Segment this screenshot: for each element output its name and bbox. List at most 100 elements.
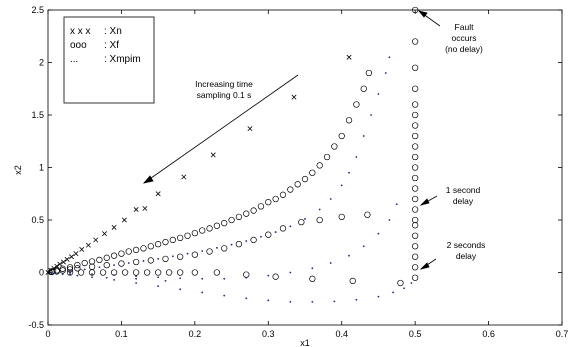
point-o: [235, 213, 243, 221]
point-o: [206, 248, 213, 255]
annotation-delay2-line1: 2 seconds: [447, 240, 486, 250]
point-dot: [69, 272, 71, 274]
point-dot: [377, 295, 380, 298]
legend-symbol-xmpim: ...: [70, 54, 78, 65]
point-o: [191, 229, 199, 237]
legend-label-xn: : Xn: [104, 26, 122, 37]
point-dot: [157, 285, 160, 288]
point-x: [133, 207, 139, 212]
point-x: [142, 205, 148, 211]
point-o: [365, 69, 373, 77]
point-dot: [329, 262, 332, 264]
point-o: [265, 198, 272, 206]
point-dot: [304, 218, 306, 220]
point-o: [99, 269, 107, 276]
point-dot: [377, 232, 380, 235]
point-dot: [164, 280, 167, 282]
y-tick-label: 2: [39, 58, 44, 68]
point-dot: [403, 287, 406, 290]
point-dot: [54, 271, 57, 273]
y-axis: -0.5 0 0.5 1 1.5 2 2.5: [28, 5, 562, 330]
annotation-delay1-line2: delay: [453, 196, 474, 206]
point-o: [140, 245, 147, 252]
legend-symbol-xf: ooo: [70, 40, 87, 51]
x-tick-label: 0: [45, 329, 50, 339]
legend-box: [63, 16, 155, 104]
point-o: [411, 253, 419, 260]
point-o: [279, 225, 287, 232]
point-o: [162, 238, 169, 246]
point-o: [309, 169, 316, 176]
point-dot: [384, 72, 387, 74]
point-o: [103, 262, 110, 269]
series-x: [45, 54, 352, 275]
point-dot: [245, 297, 248, 300]
point-o: [59, 265, 66, 272]
point-dot: [388, 219, 391, 221]
delay2-arrowhead: [419, 262, 430, 270]
x-tick-label: 0.6: [482, 329, 495, 339]
y-tick-label: 1: [39, 163, 44, 173]
point-o: [199, 227, 206, 234]
point-o: [228, 216, 235, 224]
increasing-time-arrowhead: [142, 175, 154, 184]
point-dot: [76, 274, 79, 277]
annotation-increasing-line2: sampling 0.1 s: [197, 90, 252, 100]
point-dot: [311, 267, 314, 270]
point-dot: [355, 156, 358, 158]
point-x: [121, 217, 127, 223]
point-dot: [179, 277, 182, 280]
x-axis-label: x1: [300, 338, 310, 347]
point-dot: [201, 277, 204, 280]
point-o: [345, 117, 353, 124]
point-o: [294, 181, 301, 188]
point-o: [411, 132, 419, 140]
point-dot: [348, 254, 350, 257]
point-o: [118, 260, 125, 267]
point-o: [411, 274, 419, 281]
point-dot: [223, 277, 226, 280]
point-o: [88, 258, 96, 265]
point-o: [103, 254, 110, 261]
point-o: [191, 251, 199, 258]
point-dot: [69, 270, 71, 272]
point-dot: [289, 271, 292, 274]
point-dot: [377, 93, 380, 95]
point-o: [411, 64, 419, 71]
point-o: [147, 243, 154, 250]
point-o: [298, 218, 305, 226]
point-o: [143, 269, 151, 276]
chart-marks: [45, 6, 419, 303]
point-dot: [91, 276, 93, 279]
point-dot: [135, 282, 138, 284]
point-dot: [392, 291, 395, 294]
point-dot: [98, 266, 101, 269]
point-o: [265, 231, 272, 238]
point-o: [74, 262, 81, 269]
point-dot: [171, 255, 174, 258]
point-o: [411, 153, 419, 161]
point-o: [81, 259, 88, 267]
point-o: [169, 236, 176, 244]
point-x: [93, 237, 99, 243]
point-o: [235, 240, 243, 248]
point-o: [132, 246, 140, 254]
point-dot: [223, 294, 226, 297]
point-o: [349, 277, 356, 285]
point-x: [51, 265, 57, 271]
point-o: [411, 6, 419, 14]
point-dot: [201, 291, 204, 294]
point-o: [88, 269, 96, 276]
point-dot: [274, 231, 277, 233]
point-dot: [333, 300, 336, 303]
point-x: [291, 94, 297, 100]
point-dot: [135, 277, 138, 280]
point-x: [57, 261, 63, 267]
x-tick-label: 0.4: [335, 329, 348, 339]
delay1-arrowhead: [419, 198, 430, 206]
point-x: [346, 54, 352, 60]
y-tick-label: 0: [39, 268, 44, 278]
y-tick-label: 1.5: [31, 110, 44, 120]
point-o: [184, 232, 191, 239]
